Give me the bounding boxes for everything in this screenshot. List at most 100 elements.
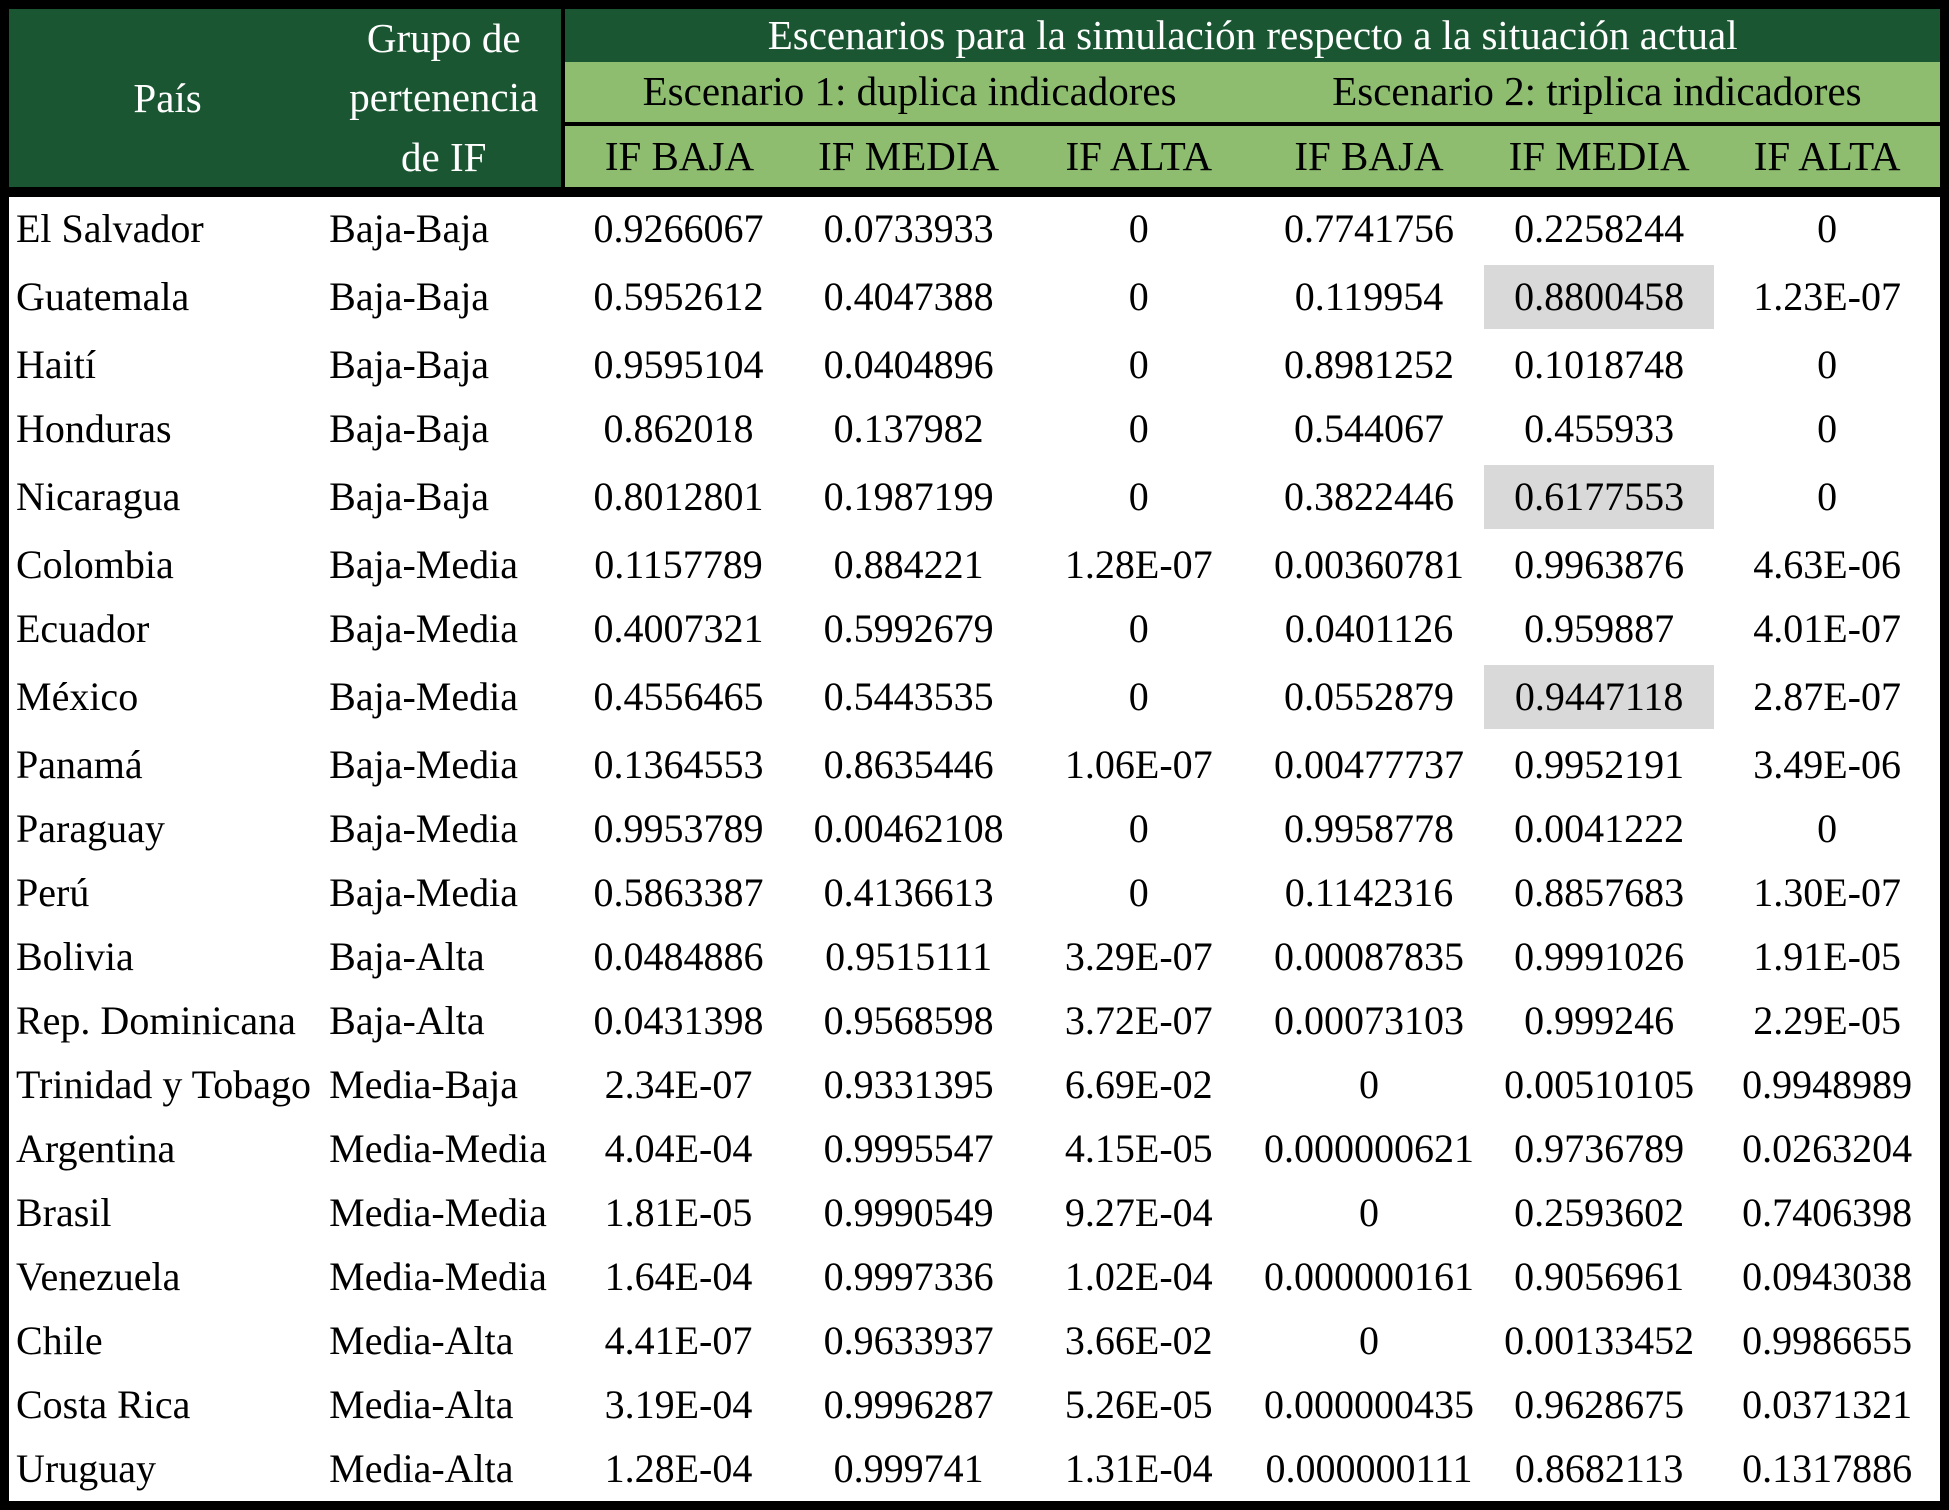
cell-grupo-pertenencia: Baja-Baja	[329, 342, 490, 388]
cell-grupo-pertenencia: Baja-Baja	[329, 474, 490, 520]
cell-probability-value: 0.9515111	[825, 934, 993, 980]
cell-probability-value: 0.00087835	[1273, 934, 1464, 980]
cell-grupo-pertenencia: Media-Alta	[329, 1382, 514, 1428]
cell-pais: Argentina	[16, 1126, 176, 1172]
cell-probability-value: 0	[1128, 274, 1149, 320]
cell-probability-value: 9.27E-04	[1064, 1190, 1213, 1236]
table-row: Rep. Dominicana Baja-Alta 0.0431398 0.95685…	[5, 989, 1945, 1053]
header-row-scenarios: Escenario 1: duplica indicadores Escenar…	[5, 62, 1945, 126]
cell-probability-value: 0.0404896	[823, 342, 994, 388]
cell-probability-value: 0.119954	[1294, 274, 1444, 320]
cell-probability-value: 0.1018748	[1514, 342, 1685, 388]
cell-grupo-pertenencia: Baja-Baja	[329, 206, 490, 252]
cell-probability-value: 0.8635446	[823, 742, 994, 788]
cell-probability-value: 0.9995547	[823, 1126, 994, 1172]
cell-probability-value: 0.9953789	[593, 806, 764, 852]
cell-pais: El Salvador	[16, 206, 204, 252]
header-if-baja-1: IF BAJA	[563, 123, 794, 198]
table-row: Bolivia Baja-Alta 0.0484886 0.9515111 3.29E-…	[5, 925, 1945, 989]
cell-probability-value: 0.000000111	[1265, 1446, 1473, 1492]
cell-probability-value: 1.91E-05	[1753, 934, 1901, 980]
cell-probability-value: 3.72E-07	[1064, 998, 1213, 1044]
cell-probability-value: 0.5992679	[823, 606, 994, 652]
cell-pais: Perú	[16, 870, 90, 916]
cell-probability-value: 0.9997336	[823, 1254, 994, 1300]
cell-probability-value: 4.15E-05	[1064, 1126, 1213, 1172]
cell-probability-value: 2.34E-07	[604, 1062, 753, 1108]
cell-probability-value: 1.06E-07	[1064, 742, 1213, 788]
cell-pais: Haití	[16, 342, 96, 388]
cell-probability-value: 3.19E-04	[604, 1382, 753, 1428]
cell-pais: Panamá	[16, 742, 143, 788]
cell-probability-value: 0.9568598	[823, 998, 994, 1044]
cell-probability-value: 2.87E-07	[1753, 674, 1901, 720]
cell-probability-value: 0.9996287	[823, 1382, 994, 1428]
table-row: Honduras Baja-Baja 0.862018 0.137982 0 0.5440…	[5, 397, 1945, 461]
cell-probability-value: 0	[1128, 206, 1149, 252]
cell-pais: Rep. Dominicana	[16, 998, 296, 1044]
cell-probability-value: 0	[1128, 342, 1149, 388]
cell-pais: Costa Rica	[16, 1382, 191, 1428]
cell-probability-value: 0.000000435	[1263, 1382, 1474, 1428]
cell-probability-value: 3.66E-02	[1064, 1318, 1213, 1364]
table-row: Venezuela Media-Media 1.64E-04 0.9997336 1.0…	[5, 1245, 1945, 1309]
cell-grupo-pertenencia: Media-Media	[329, 1190, 547, 1236]
header-if-media-2: IF MEDIA	[1484, 123, 1715, 198]
cell-probability-value: 0.999246	[1524, 998, 1675, 1044]
cell-probability-value: 0.8800458	[1484, 261, 1715, 333]
cell-probability-value: 0.1364553	[593, 742, 764, 788]
cell-probability-value: 0.0431398	[593, 998, 764, 1044]
cell-probability-value: 0	[1817, 474, 1838, 520]
cell-probability-value: 0.00133452	[1504, 1318, 1695, 1364]
cell-grupo-pertenencia: Baja-Baja	[329, 274, 490, 320]
cell-probability-value: 0.9986655	[1742, 1318, 1913, 1364]
cell-probability-value: 0.4136613	[823, 870, 994, 916]
cell-probability-value: 0.000000621	[1263, 1126, 1474, 1172]
cell-probability-value: 0.959887	[1524, 606, 1675, 652]
cell-probability-value: 1.31E-04	[1064, 1446, 1213, 1492]
header-if-alta-1: IF ALTA	[1023, 123, 1254, 198]
cell-probability-value: 0	[1128, 406, 1149, 452]
table-row: Trinidad y Tobago Media-Baja 2.34E-07 0.933…	[5, 1053, 1945, 1117]
cell-pais: Trinidad y Tobago	[16, 1062, 311, 1108]
cell-probability-value: 0.9447118	[1484, 661, 1715, 733]
table-row: Panamá Baja-Media 0.1364553 0.8635446 1.06E-…	[5, 733, 1945, 797]
table-row: El Salvador Baja-Baja 0.9266067 0.0733933 0 0…	[5, 192, 1945, 261]
cell-probability-value: 0.5863387	[593, 870, 764, 916]
cell-probability-value: 0.0401126	[1284, 606, 1454, 652]
cell-probability-value: 0.3822446	[1283, 474, 1454, 520]
cell-pais: Paraguay	[16, 806, 165, 852]
cell-pais: Brasil	[16, 1190, 112, 1236]
table-row: Guatemala Baja-Baja 0.5952612 0.4047388 0 0.1…	[5, 261, 1945, 333]
cell-probability-value: 0.9952191	[1514, 742, 1685, 788]
cell-pais: Honduras	[16, 406, 172, 452]
cell-probability-value: 0.9628675	[1514, 1382, 1685, 1428]
table-row: Brasil Media-Media 1.81E-05 0.9990549 9.27E-…	[5, 1181, 1945, 1245]
cell-grupo-pertenencia: Media-Media	[329, 1254, 547, 1300]
cell-grupo-pertenencia: Baja-Media	[329, 806, 518, 852]
cell-probability-value: 0.1987199	[823, 474, 994, 520]
cell-probability-value: 0.9736789	[1514, 1126, 1685, 1172]
cell-probability-value: 0	[1128, 806, 1149, 852]
cell-grupo-pertenencia: Baja-Media	[329, 542, 518, 588]
cell-probability-value: 0.9991026	[1514, 934, 1685, 980]
cell-pais: Colombia	[16, 542, 174, 588]
cell-probability-value: 1.81E-05	[604, 1190, 753, 1236]
cell-grupo-pertenencia: Baja-Baja	[329, 406, 490, 452]
header-escenario-2: Escenario 2: triplica indicadores	[1253, 62, 1945, 126]
cell-probability-value: 0	[1128, 870, 1149, 916]
cell-probability-value: 0.4047388	[823, 274, 994, 320]
table-body: El Salvador Baja-Baja 0.9266067 0.0733933 0 0…	[5, 192, 1945, 1506]
cell-probability-value: 5.26E-05	[1064, 1382, 1213, 1428]
cell-pais: Venezuela	[16, 1254, 181, 1300]
header-escenario-1: Escenario 1: duplica indicadores	[563, 62, 1254, 126]
cell-probability-value: 0.0371321	[1742, 1382, 1913, 1428]
cell-probability-value: 0	[1128, 606, 1149, 652]
cell-grupo-pertenencia: Media-Alta	[329, 1446, 514, 1492]
cell-probability-value: 3.29E-07	[1064, 934, 1213, 980]
cell-probability-value: 0.9266067	[593, 206, 764, 252]
table-row: Paraguay Baja-Media 0.9953789 0.00462108 0 0.…	[5, 797, 1945, 861]
cell-probability-value: 0.00360781	[1273, 542, 1464, 588]
